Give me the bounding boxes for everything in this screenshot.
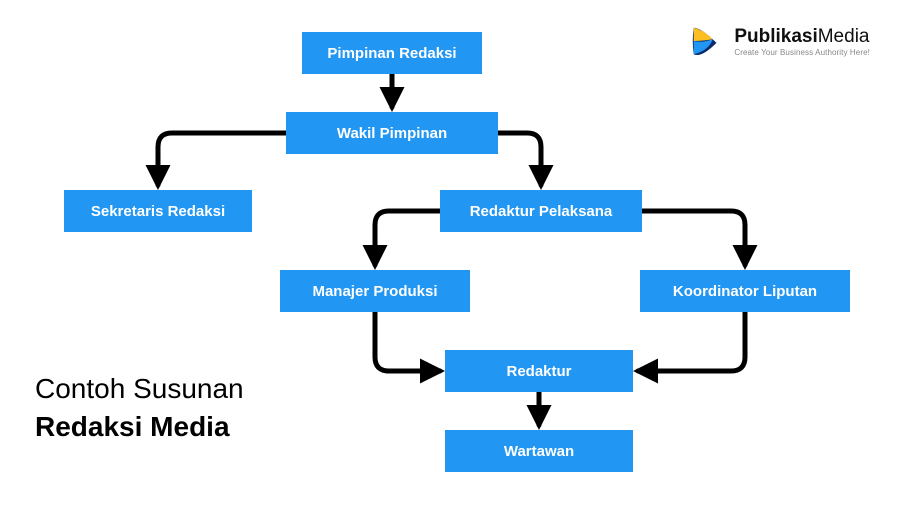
node-koordinator-liputan: Koordinator Liputan <box>640 270 850 312</box>
logo-brand-part2: Media <box>818 26 870 47</box>
node-pimpinan-redaksi: Pimpinan Redaksi <box>302 32 482 74</box>
node-manajer-produksi: Manajer Produksi <box>280 270 470 312</box>
node-redaktur-pelaksana: Redaktur Pelaksana <box>440 190 642 232</box>
title-line-2: Redaksi Media <box>35 408 244 446</box>
node-wartawan: Wartawan <box>445 430 633 472</box>
diagram-title: Contoh Susunan Redaksi Media <box>35 370 244 446</box>
brand-logo: PublikasiMedia Create Your Business Auth… <box>688 22 870 60</box>
logo-mark-icon <box>688 22 726 60</box>
node-wakil-pimpinan: Wakil Pimpinan <box>286 112 498 154</box>
title-line-1: Contoh Susunan <box>35 370 244 408</box>
node-sekretaris-redaksi: Sekretaris Redaksi <box>64 190 252 232</box>
node-redaktur: Redaktur <box>445 350 633 392</box>
logo-tagline: Create Your Business Authority Here! <box>734 48 870 57</box>
logo-brand-part1: Publikasi <box>734 26 817 47</box>
logo-brand-name: PublikasiMedia <box>734 26 870 48</box>
